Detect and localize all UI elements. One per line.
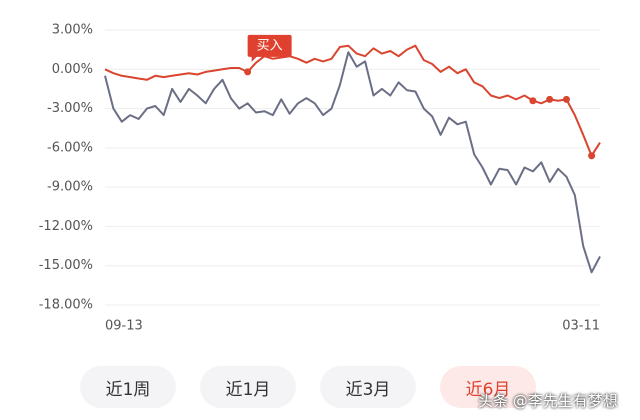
period-tab[interactable]: 近1月 <box>200 366 296 408</box>
y-tick-label: 3.00% <box>52 23 93 38</box>
annotation-text: 买入 <box>257 38 283 53</box>
y-tick-label: -12.00% <box>39 219 93 234</box>
y-tick-label: -15.00% <box>39 258 93 273</box>
watermark: 头条 @李先生有梦想 <box>478 392 618 410</box>
y-tick-label: -18.00% <box>39 298 93 313</box>
x-tick-label: 09-13 <box>105 319 143 334</box>
series-line <box>104 51 601 274</box>
y-tick-label: -9.00% <box>47 180 93 195</box>
annotation-box <box>247 34 292 57</box>
chart: 3.00% 0.00% -3.00% -6.00% -9.00% -12.00% -15.0… <box>39 23 601 334</box>
annotation-pointer <box>251 55 258 62</box>
period-tab[interactable]: 近1周 <box>80 366 176 408</box>
y-tick-label: 0.00% <box>52 62 93 77</box>
trade-dot <box>562 95 570 103</box>
series-line <box>104 44 601 157</box>
period-tab[interactable]: 近6月 <box>440 366 536 408</box>
trade-dot <box>588 152 596 160</box>
trade-dot <box>546 95 554 103</box>
trade-dot <box>244 68 252 76</box>
y-tick-label: -6.00% <box>47 140 93 155</box>
y-tick-label: -3.00% <box>47 101 93 116</box>
x-tick-label: 03-11 <box>562 319 600 334</box>
period-tab[interactable]: 近3月 <box>320 366 416 408</box>
trade-dot <box>529 97 537 105</box>
